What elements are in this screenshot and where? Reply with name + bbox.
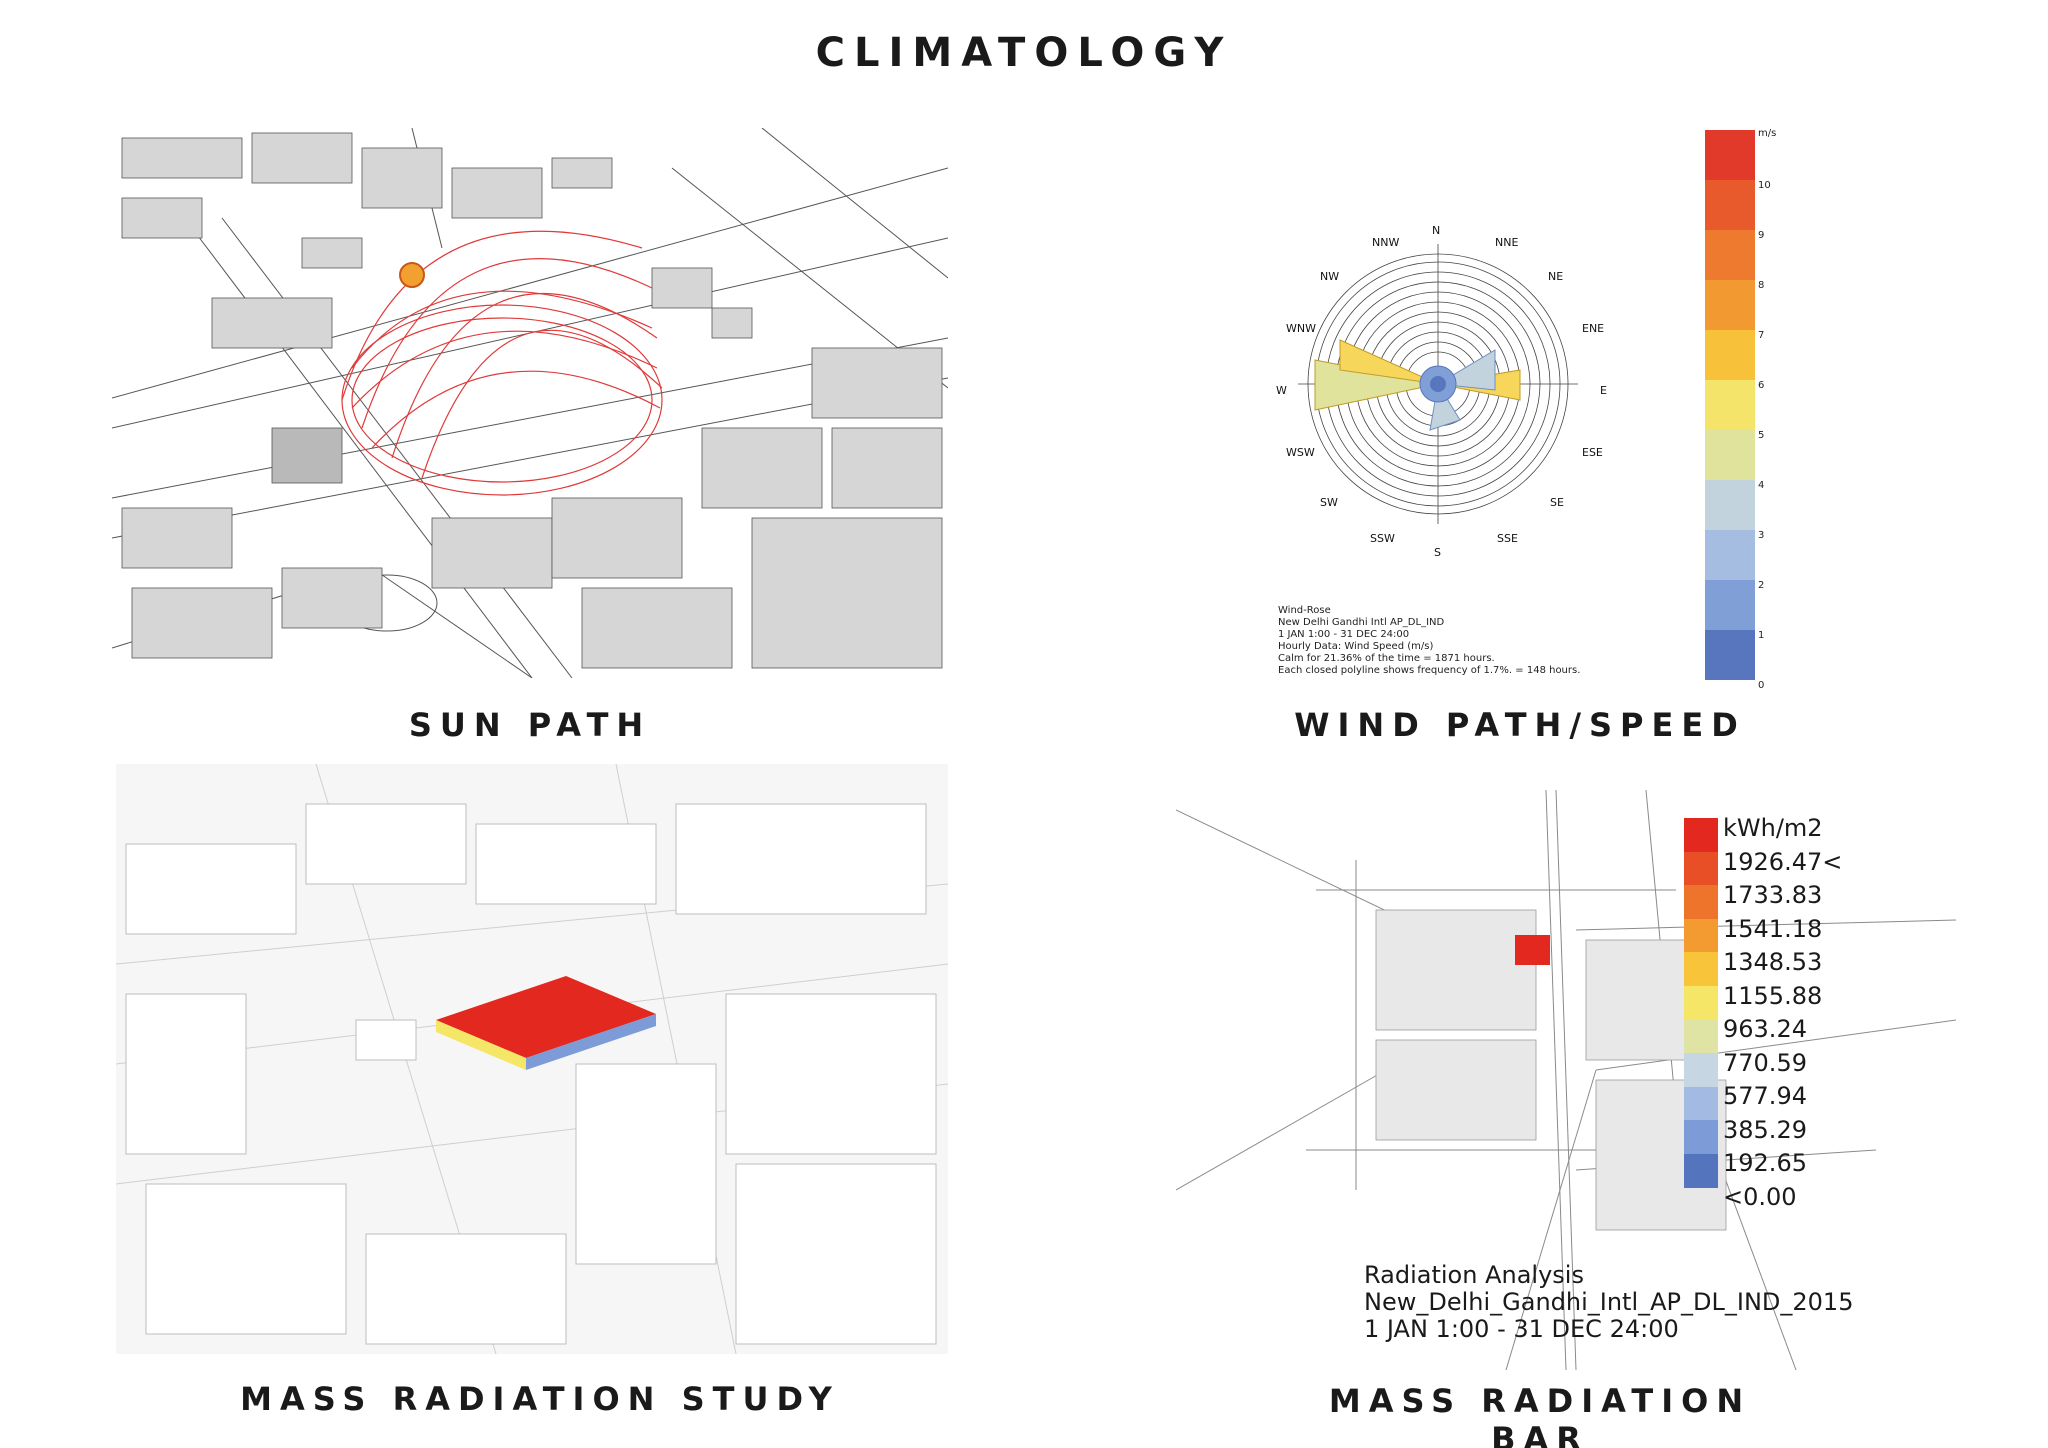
radiation-notes: Radiation Analysis New_Delhi_Gandhi_Intl… — [1364, 1262, 1853, 1343]
wind-note-line: Wind-Rose — [1278, 605, 1331, 616]
wind-legend-tick: 6 — [1758, 380, 1765, 391]
wind-legend-swatch — [1705, 430, 1755, 480]
wind-legend-tick: 3 — [1758, 530, 1765, 541]
radiation-legend-value: 1155.88 — [1723, 981, 1823, 1010]
wind-direction-w: W — [1276, 384, 1287, 397]
wind-legend-swatch — [1705, 480, 1755, 530]
wind-direction-nnw: NNW — [1372, 236, 1400, 249]
wind-legend-tick: 2 — [1758, 580, 1765, 591]
radiation-legend-swatch — [1684, 918, 1718, 953]
wind-legend-tick: 0 — [1758, 680, 1765, 691]
wind-legend-swatch — [1705, 530, 1755, 580]
radiation-legend-swatch — [1684, 952, 1718, 986]
radiation-legend-swatch — [1684, 851, 1718, 886]
wind-rose-chart — [1298, 244, 1578, 524]
sun-path-caption: SUN PATH — [408, 706, 652, 744]
wind-note-line: New Delhi Gandhi Intl AP_DL_IND — [1278, 617, 1445, 628]
mass-radiation-study-panel — [116, 764, 948, 1354]
wind-direction-ne: NE — [1548, 270, 1564, 283]
site-mass-marker — [1515, 935, 1550, 965]
radiation-legend-value: 1733.83 — [1723, 881, 1823, 909]
radiation-legend-swatch — [1684, 1153, 1718, 1188]
wind-note-line: Hourly Data: Wind Speed (m/s) — [1278, 641, 1434, 652]
wind-direction-se: SE — [1550, 496, 1564, 509]
sun-path-illustration — [112, 128, 948, 678]
sun-icon — [399, 262, 425, 288]
radiation-legend-swatch — [1684, 1053, 1718, 1087]
wind-direction-nne: NNE — [1495, 236, 1519, 249]
radiation-legend-labels: kWh/m2 1926.47< 1733.83 1541.18 1348.53 … — [1723, 812, 1842, 1214]
radiation-legend-swatch — [1684, 1019, 1718, 1054]
wind-direction-ene: ENE — [1582, 322, 1605, 335]
radiation-legend-value: 577.94 — [1723, 1082, 1807, 1110]
wind-direction-e: E — [1600, 384, 1607, 397]
radiation-note-line: New_Delhi_Gandhi_Intl_AP_DL_IND_2015 — [1364, 1288, 1854, 1316]
radiation-legend-value: 385.29 — [1723, 1115, 1807, 1144]
radiation-legend-swatch — [1684, 1086, 1718, 1121]
wind-legend-tick: 8 — [1758, 280, 1765, 291]
wind-legend-swatch — [1705, 580, 1755, 630]
mass-radiation-illustration — [116, 764, 948, 1354]
radiation-site-map — [1176, 770, 1956, 1370]
wind-speed-legend-bar — [1705, 130, 1755, 680]
wind-legend-tick: 9 — [1758, 230, 1765, 241]
wind-legend-swatch — [1705, 630, 1755, 680]
mass-radiation-bar-caption: MASS RADIATION BAR — [1328, 1382, 1752, 1448]
wind-legend-tick: 5 — [1758, 430, 1765, 441]
radiation-legend-value: <0.00 — [1723, 1182, 1797, 1211]
radiation-legend-value: 963.24 — [1723, 1015, 1807, 1043]
wind-legend-swatch — [1705, 130, 1755, 180]
page-title: CLIMATOLOGY — [815, 30, 1233, 76]
wind-direction-nw: NW — [1320, 270, 1340, 283]
wind-direction-ssw: SSW — [1370, 532, 1395, 545]
radiation-legend-unit: kWh/m2 — [1723, 814, 1823, 842]
radiation-legend-swatch — [1684, 985, 1718, 1020]
wind-legend-tick: 7 — [1758, 330, 1765, 341]
wind-rose-panel — [1240, 200, 1660, 580]
wind-caption: WIND PATH/SPEED — [1294, 706, 1746, 744]
sun-path-panel — [112, 128, 948, 678]
wind-direction-n: N — [1432, 224, 1441, 237]
radiation-legend-bar — [1684, 818, 1718, 1188]
wind-legend-swatch — [1705, 380, 1755, 430]
mass-radiation-study-caption: MASS RADIATION STUDY — [240, 1380, 840, 1418]
wind-rose-notes: Wind-Rose New Delhi Gandhi Intl AP_DL_IN… — [1278, 605, 1580, 677]
radiation-legend-swatch — [1684, 885, 1718, 919]
radiation-legend-swatch — [1684, 818, 1718, 852]
wind-direction-sw: SW — [1320, 496, 1338, 509]
wind-direction-sse: SSE — [1497, 532, 1518, 545]
wind-legend-swatch — [1705, 330, 1755, 380]
wind-note-line: 1 JAN 1:00 - 31 DEC 24:00 — [1278, 629, 1410, 640]
wind-legend-swatch — [1705, 280, 1755, 330]
radiation-legend-value: 1926.47< — [1723, 847, 1843, 876]
radiation-legend-swatch — [1684, 1120, 1718, 1154]
wind-legend-tick: 1 — [1758, 630, 1765, 641]
wind-legend-swatch — [1705, 180, 1755, 230]
mass-radiation-map-panel — [1176, 770, 1956, 1370]
radiation-legend-value: 1348.53 — [1723, 948, 1823, 976]
wind-legend-tick: 10 — [1758, 180, 1771, 191]
radiation-note-line: Radiation Analysis — [1364, 1261, 1584, 1289]
wind-legend-tick: 4 — [1758, 480, 1765, 491]
wind-direction-wsw: WSW — [1286, 446, 1315, 459]
radiation-note-line: 1 JAN 1:00 - 31 DEC 24:00 — [1364, 1315, 1679, 1343]
wind-legend-swatch — [1705, 230, 1755, 280]
wind-legend-unit: m/s — [1758, 128, 1777, 139]
wind-note-line: Calm for 21.36% of the time = 1871 hours… — [1278, 653, 1495, 664]
wind-direction-ese: ESE — [1582, 446, 1603, 459]
radiation-legend-value: 1541.18 — [1723, 914, 1823, 943]
radiation-legend-value: 770.59 — [1723, 1048, 1807, 1077]
wind-direction-wnw: WNW — [1286, 322, 1316, 335]
radiation-legend-value: 192.65 — [1723, 1149, 1807, 1177]
wind-direction-s: S — [1434, 546, 1441, 559]
wind-note-line: Each closed polyline shows frequency of … — [1278, 665, 1581, 676]
